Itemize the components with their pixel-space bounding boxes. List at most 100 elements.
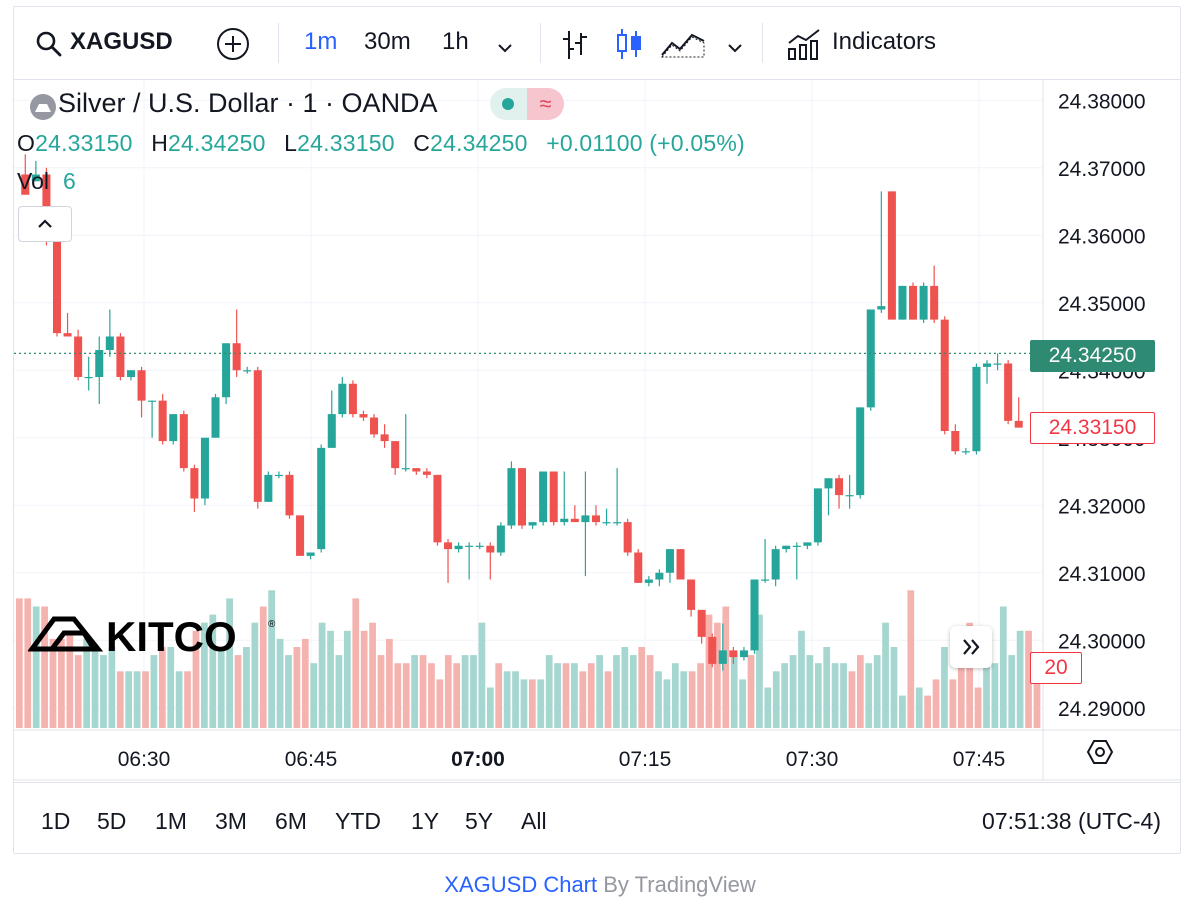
toolbar-divider	[762, 23, 763, 63]
chart-settings-icon[interactable]	[1086, 738, 1114, 766]
volume-bar	[957, 630, 965, 728]
bars-chart-icon[interactable]	[560, 29, 590, 69]
range-5y[interactable]: 5Y	[465, 808, 494, 834]
volume-bar	[201, 622, 208, 728]
time-tick-label: 07:15	[619, 748, 672, 771]
candle-body	[211, 397, 220, 438]
compare-add-icon[interactable]	[216, 27, 250, 69]
range-6m[interactable]: 6M	[275, 808, 307, 834]
volume-bar	[276, 638, 284, 728]
volume-bar	[461, 655, 469, 728]
candle-body	[581, 515, 590, 523]
candle-body	[95, 350, 104, 377]
volume-bar	[806, 655, 814, 728]
volume-bar	[419, 655, 427, 728]
volume-bar	[453, 663, 461, 728]
volume-bar	[756, 614, 763, 728]
volume-bar	[1033, 663, 1041, 728]
volume-bar	[579, 671, 587, 728]
volume-bar	[671, 663, 679, 728]
candle-body	[634, 552, 643, 583]
candle-body	[285, 474, 294, 516]
chevron-down-icon[interactable]	[496, 33, 514, 63]
candle-body	[126, 370, 135, 377]
volume-bar	[1025, 630, 1032, 728]
volume-bar	[125, 671, 133, 728]
candle-body	[708, 636, 717, 664]
range-1d[interactable]: 1D	[41, 808, 71, 834]
indicators-icon[interactable]	[786, 27, 822, 69]
range-all[interactable]: All	[521, 808, 547, 834]
volume-bar	[486, 687, 494, 728]
candle-body	[602, 522, 611, 524]
candle-body	[591, 515, 600, 523]
volume-bar	[369, 622, 376, 728]
range-1m[interactable]: 1M	[155, 808, 187, 834]
candle-body	[401, 468, 410, 470]
market-open-badge[interactable]	[490, 88, 527, 120]
high-value: 24.34250	[168, 130, 266, 156]
area-chart-icon[interactable]	[660, 29, 706, 67]
range-1y[interactable]: 1Y	[411, 808, 440, 834]
candle-body	[560, 518, 569, 523]
price-tick-label: 24.35000	[1058, 293, 1146, 316]
interval-1m[interactable]: 1m	[304, 28, 338, 55]
time-tick-label: 06:45	[285, 748, 338, 771]
search-icon[interactable]	[34, 29, 64, 67]
range-3m[interactable]: 3M	[215, 808, 247, 834]
interval-1h[interactable]: 1h	[442, 28, 469, 55]
candle-body	[718, 650, 727, 664]
candle-body	[348, 383, 357, 415]
close-value: 24.34250	[430, 130, 528, 156]
candle-body	[105, 336, 114, 350]
open-label: O	[17, 130, 36, 156]
volume-bar	[941, 647, 948, 728]
range-5d[interactable]: 5D	[97, 808, 127, 834]
candles-chart-icon[interactable]	[614, 27, 644, 69]
symbol-search[interactable]: XAGUSD	[70, 28, 173, 55]
chevron-down-icon[interactable]	[726, 33, 744, 63]
volume-bar	[503, 671, 511, 728]
candle-body	[919, 285, 928, 320]
volume-bar	[444, 655, 452, 728]
volume-bar	[663, 679, 671, 728]
volume-bar	[478, 622, 486, 728]
volume-bar	[915, 687, 923, 728]
indicators-button[interactable]: Indicators	[832, 28, 937, 55]
candle-body	[824, 478, 833, 489]
candle-body	[507, 468, 516, 526]
kitco-logo-mark	[27, 616, 104, 652]
candle-body	[539, 471, 548, 523]
volume-bar	[932, 679, 940, 728]
range-ytd[interactable]: YTD	[335, 808, 381, 834]
silver-symbol-icon	[30, 94, 56, 127]
volume-bar	[999, 606, 1007, 728]
candle-body	[380, 434, 389, 442]
volume-bar	[108, 647, 116, 728]
candle-body	[391, 441, 400, 469]
candle-body	[909, 285, 918, 320]
status-badges[interactable]: ≈	[490, 88, 564, 120]
candle-body	[190, 468, 199, 499]
candle-body	[644, 579, 653, 583]
low-label: L	[284, 130, 298, 156]
symbol-chart-link[interactable]: XAGUSD Chart	[444, 872, 598, 897]
candle-body	[739, 650, 748, 658]
volume-bar	[966, 622, 974, 728]
timezone-clock[interactable]: 07:51:38 (UTC-4)	[982, 808, 1161, 834]
kitco-logo: KITCO ®	[27, 607, 284, 660]
volume-bar	[991, 663, 999, 728]
interval-30m[interactable]: 30m	[364, 28, 411, 55]
candle-body	[549, 471, 558, 523]
delayed-data-badge[interactable]: ≈	[527, 88, 564, 120]
candle-body	[1004, 363, 1013, 421]
bottom-toolbar: 1D 5D 1M 3M 6M YTD 1Y 5Y All 07:51:38 (U…	[13, 782, 1181, 855]
tradingview-credit[interactable]: By TradingView	[603, 872, 756, 897]
volume-bar	[621, 647, 629, 728]
scroll-to-realtime-button[interactable]	[950, 626, 992, 668]
time-tick-label: 07:00	[451, 748, 505, 771]
low-value: 24.33150	[297, 130, 395, 156]
legend-collapse-button[interactable]	[18, 206, 72, 242]
candle-body	[782, 545, 791, 550]
